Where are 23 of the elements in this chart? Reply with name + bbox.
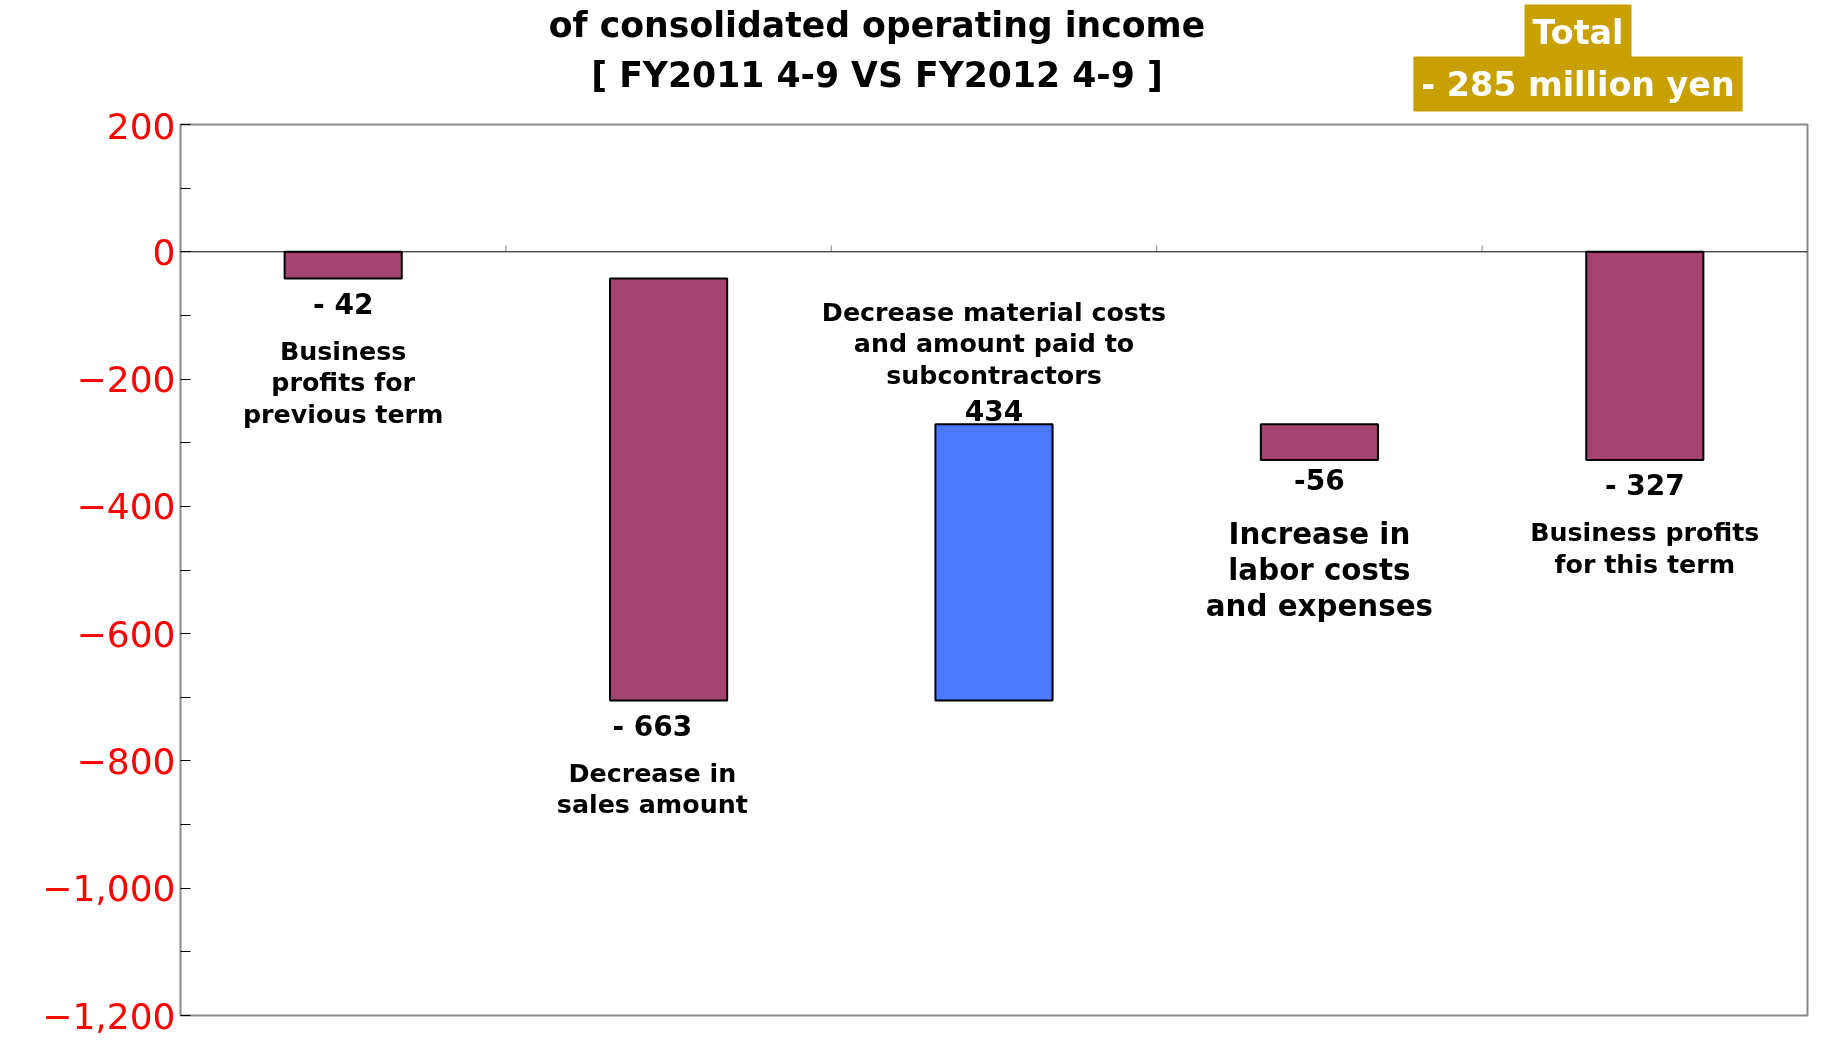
annotation: Increase in labor costs and expenses — [1205, 517, 1434, 623]
y-tick-label: −200 — [76, 359, 176, 401]
data-label: 434 — [964, 395, 1024, 429]
data-label: - 327 — [1604, 469, 1685, 503]
annotation: Decrease in sales amount — [556, 757, 748, 820]
data-label: - 663 — [612, 710, 693, 744]
y-tick-label: −400 — [76, 486, 176, 528]
annotation: Decrease material costs and amount paid to subcontractors — [821, 296, 1167, 390]
data-label: -56 — [1294, 464, 1345, 498]
y-tick-label: 0 — [152, 231, 176, 273]
annotation: Business profits for previous term — [242, 335, 444, 429]
bar — [1259, 423, 1379, 461]
y-tick-label: −1,000 — [42, 868, 176, 910]
y-tick-label: 200 — [106, 105, 176, 147]
y-tick-label: −600 — [76, 613, 176, 655]
data-label: - 42 — [313, 288, 374, 322]
annotation: Business profits for this term — [1530, 517, 1760, 579]
chart-title: of consolidated operating income [ FY2011 4-9 VS FY2012 4-9 ] — [548, 4, 1206, 95]
bar — [934, 423, 1054, 702]
y-tick-label: −1,200 — [42, 995, 176, 1037]
text: Total - 285 million yen — [1421, 12, 1735, 104]
y-tick-label: −800 — [76, 740, 176, 782]
bar — [609, 277, 729, 702]
